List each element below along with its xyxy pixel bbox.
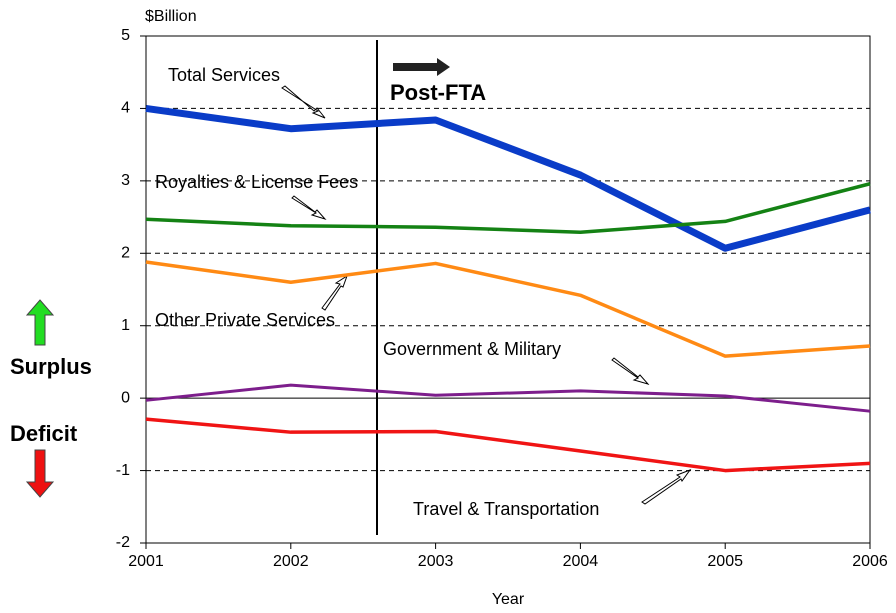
x-axis-label: Year xyxy=(492,591,525,608)
series-line xyxy=(145,104,871,252)
y-tick-label: 1 xyxy=(121,317,130,334)
annotation: Post-FTA xyxy=(390,80,486,105)
grid xyxy=(146,107,870,472)
series-line xyxy=(145,383,871,413)
x-tick-label: 2002 xyxy=(273,553,309,570)
y-tick-label: -2 xyxy=(116,534,130,551)
annotation: Surplus xyxy=(10,354,92,379)
annotation: Deficit xyxy=(10,421,78,446)
y-tick-label: 0 xyxy=(121,389,130,406)
series-label: Royalties & License Fees xyxy=(155,172,358,192)
x-tick-label: 2003 xyxy=(418,553,454,570)
x-tick-label: 2004 xyxy=(563,553,599,570)
series-label: Government & Military xyxy=(383,339,561,359)
series-line xyxy=(145,260,871,358)
series-line xyxy=(145,182,871,235)
pointer-arrows xyxy=(281,85,692,505)
y-tick-label: -1 xyxy=(116,462,130,479)
plot-frame xyxy=(145,35,871,544)
y-tick-label: 4 xyxy=(121,100,130,117)
y-tick-label: 5 xyxy=(121,27,130,44)
series-label: Total Services xyxy=(168,65,280,85)
y-tick-label: 2 xyxy=(121,245,130,262)
x-tick-label: 2005 xyxy=(707,553,743,570)
y-tick-label: 3 xyxy=(121,172,130,189)
series-line xyxy=(145,417,871,473)
deficit-arrow xyxy=(25,449,55,498)
y-unit-label: $Billion xyxy=(145,8,197,25)
series-label: Travel & Transportation xyxy=(413,499,599,519)
surplus-arrow xyxy=(25,299,55,346)
fta-arrow xyxy=(393,58,450,76)
x-tick-label: 2006 xyxy=(852,553,888,570)
series-label: Other Private Services xyxy=(155,310,335,330)
x-tick-label: 2001 xyxy=(128,553,164,570)
